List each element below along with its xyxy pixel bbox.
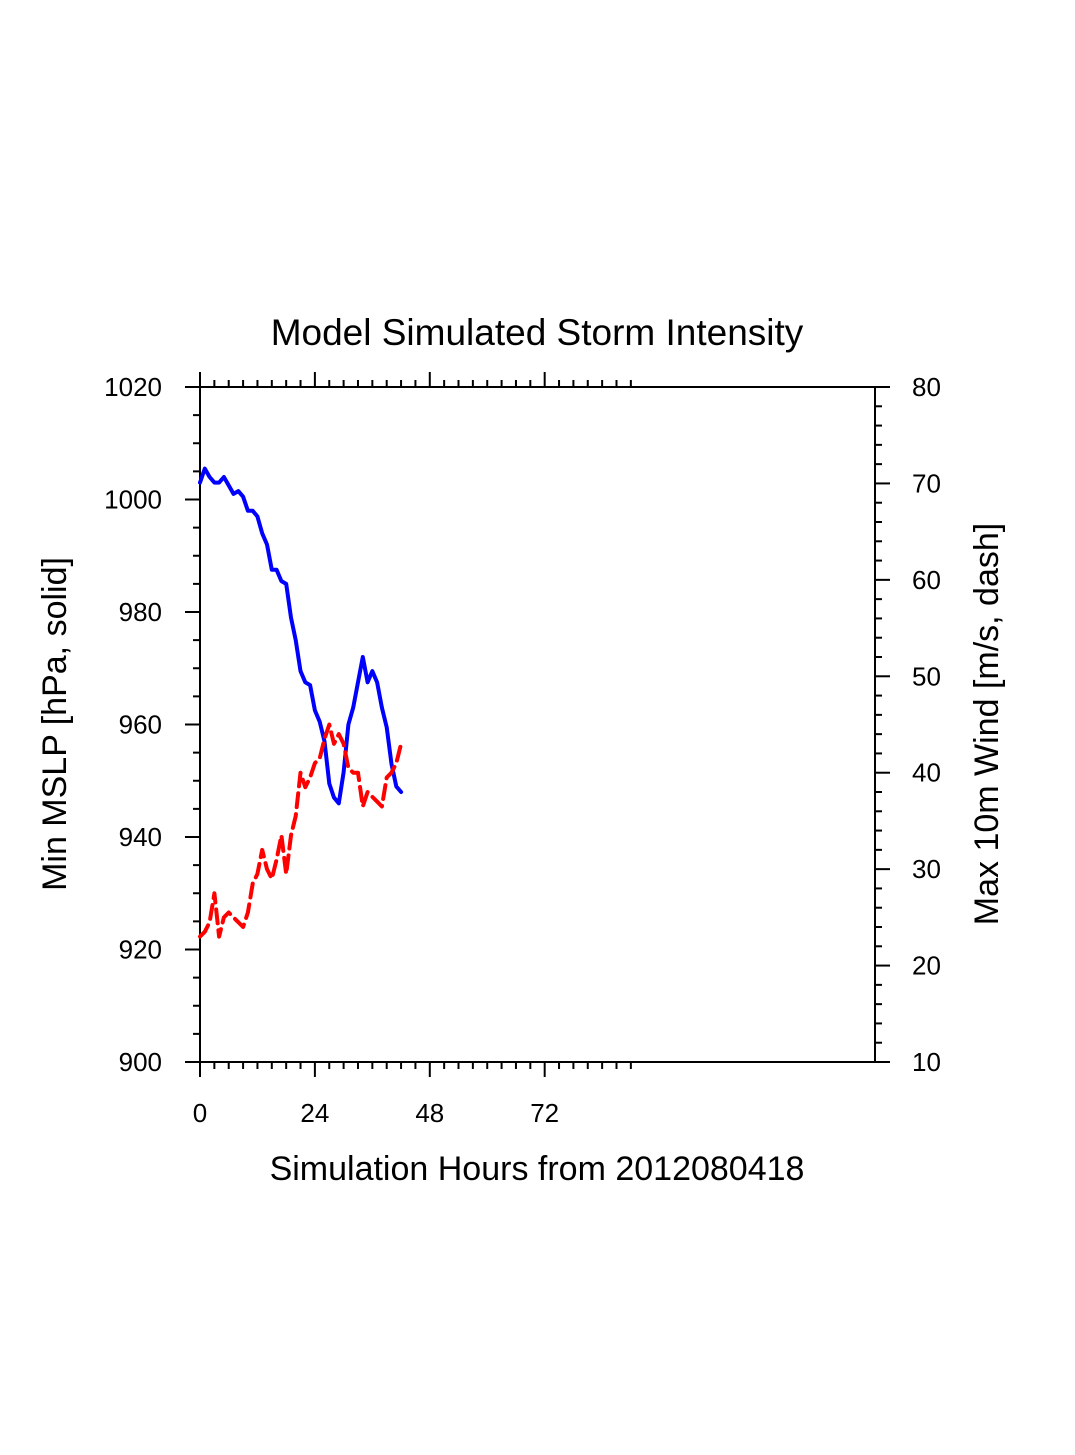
y-right-tick-label: 60: [912, 565, 941, 595]
y-left-tick-label: 1000: [104, 485, 162, 515]
y-left-tick-label: 940: [119, 822, 162, 852]
y-right-tick-label: 10: [912, 1047, 941, 1077]
y-left-tick-label: 960: [119, 710, 162, 740]
y-left-tick-label: 900: [119, 1047, 162, 1077]
pressure-series-line: [198, 466, 404, 806]
chart-title: Model Simulated Storm Intensity: [271, 312, 804, 353]
x-tick-label: 48: [415, 1098, 444, 1128]
wind-series-line: [198, 722, 404, 939]
y-right-tick-label: 20: [912, 951, 941, 981]
plot-frame: [199, 386, 876, 1063]
x-axis-label: Simulation Hours from 2012080418: [270, 1150, 805, 1188]
y-left-tick-label: 1020: [104, 372, 162, 402]
x-tick-label: 0: [193, 1098, 207, 1128]
y-right-tick-label: 80: [912, 372, 941, 402]
y-axis-label-right: Max 10m Wind [m/s, dash]: [968, 523, 1006, 925]
y-right-tick-label: 50: [912, 661, 941, 691]
y-right-tick-label: 70: [912, 468, 941, 498]
y-axis-label-left: Min MSLP [hPa, solid]: [36, 557, 74, 891]
x-tick-label: 72: [530, 1098, 559, 1128]
x-tick-label: 24: [300, 1098, 329, 1128]
y-right-tick-label: 40: [912, 758, 941, 788]
y-left-tick-label: 980: [119, 597, 162, 627]
y-right-tick-label: 30: [912, 854, 941, 884]
y-left-tick-label: 920: [119, 935, 162, 965]
